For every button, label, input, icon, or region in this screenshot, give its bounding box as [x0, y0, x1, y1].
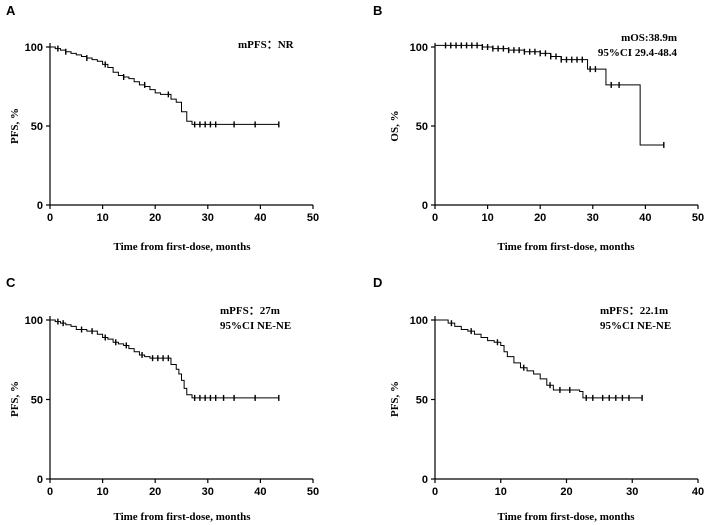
x-tick-label: 20	[149, 486, 161, 498]
y-tick-label: 50	[416, 121, 428, 133]
panel-a: A mPFS：NR Time from first-dose, months P…	[6, 3, 319, 253]
x-tick-label: 30	[626, 486, 638, 498]
x-tick-label: 50	[307, 212, 319, 224]
y-axis-title: PFS, %	[389, 381, 401, 417]
panel-d: D mPFS：22.1m 95%CI NE-NE Time from first…	[373, 275, 704, 523]
x-tick-label: 10	[481, 212, 493, 224]
panel-letter-a: A	[6, 3, 16, 18]
x-tick-label: 0	[432, 486, 438, 498]
y-tick-label: 50	[31, 395, 43, 407]
km-curve	[435, 44, 664, 146]
annotation-line-2: 95%CI 29.4-48.4	[598, 47, 678, 59]
x-tick-label: 0	[47, 486, 53, 498]
annotation-line-2: 95%CI NE-NE	[600, 320, 671, 332]
x-axis-title: Time from first-dose, months	[497, 511, 635, 523]
panel-b: B mOS:38.9m 95%CI 29.4-48.4 Time from fi…	[373, 3, 704, 253]
panel-letter-c: C	[6, 275, 16, 290]
x-tick-label: 40	[639, 212, 651, 224]
x-tick-label: 20	[560, 486, 572, 498]
y-tick-label: 50	[416, 395, 428, 407]
annotation-line-2: 95%CI NE-NE	[220, 320, 291, 332]
x-tick-label: 0	[432, 212, 438, 224]
y-tick-label: 50	[31, 121, 43, 133]
y-tick-label: 100	[410, 42, 428, 54]
x-tick-label: 50	[307, 486, 319, 498]
x-tick-label: 40	[692, 486, 704, 498]
y-tick-label: 0	[422, 474, 428, 486]
x-tick-label: 50	[692, 212, 704, 224]
x-tick-label: 20	[149, 212, 161, 224]
x-tick-label: 30	[587, 212, 599, 224]
y-tick-label: 0	[37, 200, 43, 212]
y-tick-label: 0	[37, 474, 43, 486]
km-curve	[50, 46, 279, 125]
annotation-line-1: mPFS：27m	[220, 305, 280, 317]
km-curve	[435, 319, 643, 399]
x-tick-label: 40	[254, 212, 266, 224]
x-tick-label: 10	[96, 486, 108, 498]
x-axis-title: Time from first-dose, months	[113, 241, 251, 253]
x-tick-label: 30	[202, 486, 214, 498]
x-tick-label: 40	[254, 486, 266, 498]
x-tick-label: 10	[96, 212, 108, 224]
x-tick-label: 20	[534, 212, 546, 224]
x-axis-title: Time from first-dose, months	[497, 241, 635, 253]
x-tick-label: 10	[495, 486, 507, 498]
x-tick-label: 0	[47, 212, 53, 224]
panel-letter-b: B	[373, 3, 382, 18]
annotation-line-1: mPFS：NR	[238, 39, 295, 51]
y-tick-label: 100	[410, 315, 428, 327]
x-axis-title: Time from first-dose, months	[113, 511, 251, 523]
panel-letter-d: D	[373, 275, 382, 290]
annotation-line-1: mOS:38.9m	[621, 32, 677, 44]
y-tick-label: 100	[25, 315, 43, 327]
y-tick-label: 100	[25, 42, 43, 54]
panel-c: C mPFS：27m 95%CI NE-NE Time from first-d…	[6, 275, 319, 523]
y-axis-title: OS, %	[389, 110, 401, 141]
annotation-line-1: mPFS：22.1m	[600, 305, 668, 317]
y-axis-title: PFS, %	[9, 381, 21, 417]
x-tick-label: 30	[202, 212, 214, 224]
y-tick-label: 0	[422, 200, 428, 212]
y-axis-title: PFS, %	[9, 108, 21, 144]
